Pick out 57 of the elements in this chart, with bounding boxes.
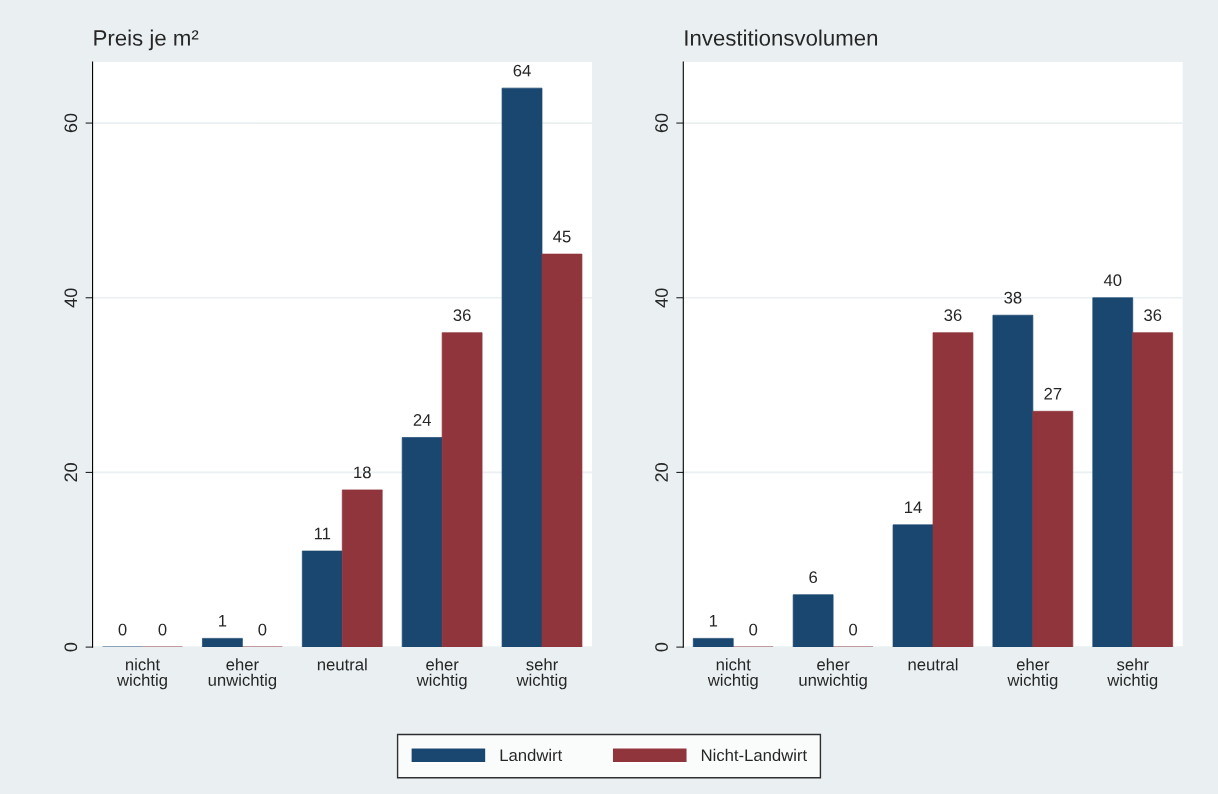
- y-tick-label: 60: [655, 113, 668, 133]
- x-tick-label: eher unwichtig: [208, 658, 277, 690]
- data-label: 45: [553, 230, 571, 243]
- bar: [932, 332, 974, 648]
- data-label: 14: [905, 501, 922, 514]
- x-tick-label: nicht wichtig: [707, 658, 758, 690]
- data-label: 0: [118, 623, 127, 636]
- data-label: 0: [158, 623, 167, 636]
- y-tick-label: 20: [64, 463, 78, 482]
- data-label: 36: [453, 309, 471, 322]
- data-label: 38: [1004, 291, 1022, 304]
- bar: [1132, 332, 1174, 648]
- y-tick-label: 40: [64, 288, 78, 308]
- x-tick-label: eher wichtig: [1007, 658, 1058, 690]
- data-label: 24: [413, 414, 431, 426]
- data-label: 1: [219, 615, 227, 627]
- data-label: 0: [258, 623, 267, 636]
- data-label: 11: [314, 527, 331, 540]
- bar: [692, 638, 734, 648]
- y-tick-label: 0: [64, 642, 78, 652]
- x-tick-label: sehr wichtig: [516, 658, 567, 690]
- chart-title: Investitionsvolumen: [685, 29, 878, 46]
- data-label: 36: [944, 309, 962, 322]
- bar: [301, 550, 343, 648]
- legend-label: Nicht-Landwirt: [701, 748, 807, 762]
- data-label: 36: [1144, 309, 1162, 322]
- data-label: 0: [849, 623, 858, 636]
- chart-title: Preis je m²: [94, 29, 199, 51]
- bar: [1092, 297, 1134, 648]
- data-label: 0: [749, 623, 758, 636]
- bar: [202, 638, 243, 648]
- y-tick-label: 40: [655, 288, 668, 308]
- legend-label: Landwirt: [500, 748, 563, 762]
- data-label: 27: [1044, 387, 1062, 400]
- bar: [501, 87, 543, 648]
- x-tick-label: neutral: [908, 658, 958, 671]
- data-label: 1: [709, 615, 718, 627]
- x-tick-label: eher unwichtig: [799, 658, 867, 690]
- bar: [441, 332, 483, 648]
- data-label: 40: [1103, 274, 1122, 287]
- x-tick-label: neutral: [317, 658, 367, 671]
- bar: [401, 437, 443, 648]
- x-tick-label: eher wichtig: [416, 658, 467, 690]
- y-tick-label: 0: [655, 642, 668, 652]
- bar: [892, 524, 934, 648]
- data-label: 18: [354, 466, 371, 479]
- data-label: 6: [809, 571, 818, 584]
- bar: [1032, 410, 1074, 648]
- x-tick-label: sehr wichtig: [1107, 658, 1158, 690]
- data-label: 64: [513, 64, 531, 77]
- y-tick-label: 20: [655, 463, 668, 482]
- x-tick-label: nicht wichtig: [117, 658, 167, 690]
- bar: [992, 314, 1034, 648]
- bar: [341, 489, 383, 648]
- bar: [792, 594, 834, 648]
- y-tick-label: 60: [64, 113, 78, 133]
- bar: [541, 253, 583, 648]
